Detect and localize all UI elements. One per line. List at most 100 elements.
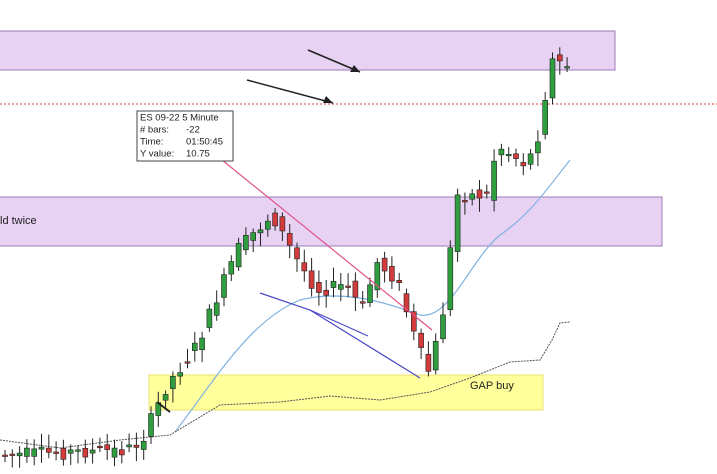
candle-body bbox=[374, 262, 381, 291]
candle-body bbox=[213, 302, 220, 316]
candle-body bbox=[498, 148, 505, 156]
gap-zone bbox=[148, 374, 544, 411]
candle-body bbox=[513, 153, 519, 159]
candle-body bbox=[2, 454, 8, 457]
measure-line bbox=[221, 159, 433, 331]
candles bbox=[2, 47, 570, 468]
candle-body bbox=[177, 372, 183, 377]
candle-body bbox=[221, 274, 227, 298]
candle-body bbox=[549, 58, 556, 99]
candle-body bbox=[542, 100, 549, 135]
candle-body bbox=[264, 220, 271, 230]
info-label: # bars: bbox=[140, 125, 169, 136]
candle-body bbox=[483, 191, 490, 194]
trend-line bbox=[309, 309, 369, 337]
candle-body bbox=[279, 216, 286, 232]
candle-body bbox=[476, 189, 483, 199]
candle-body bbox=[286, 233, 293, 246]
candle-body bbox=[410, 311, 417, 332]
zone-label: ld twice bbox=[0, 215, 37, 227]
candle-body bbox=[396, 280, 403, 283]
candle-body bbox=[535, 141, 541, 154]
candle-body bbox=[38, 446, 45, 450]
candle-body bbox=[235, 243, 242, 268]
candle-body bbox=[462, 200, 468, 203]
candle-body bbox=[184, 361, 191, 364]
candle-body bbox=[301, 262, 308, 272]
info-box bbox=[136, 110, 234, 162]
candle-body bbox=[520, 162, 527, 167]
candle-body bbox=[148, 413, 154, 437]
upper-zone bbox=[0, 30, 616, 71]
candle-body bbox=[389, 266, 395, 282]
zone-label: GAP buy bbox=[470, 380, 514, 392]
candle-body bbox=[418, 332, 424, 348]
candle-body bbox=[97, 445, 103, 449]
candle-body bbox=[352, 280, 359, 298]
candle-body bbox=[257, 229, 264, 234]
candle-body bbox=[447, 247, 454, 310]
candle-body bbox=[345, 285, 351, 288]
candle-body bbox=[126, 444, 132, 448]
arrow-head bbox=[323, 96, 333, 103]
candle-body bbox=[170, 376, 176, 389]
candle-body bbox=[250, 232, 256, 241]
info-value: 01:50:45 bbox=[186, 137, 223, 148]
candle-body bbox=[556, 54, 563, 62]
candle-body bbox=[82, 447, 89, 458]
candle-body bbox=[45, 447, 52, 453]
candle-body bbox=[192, 342, 198, 351]
candle-body bbox=[31, 448, 38, 457]
candle-body bbox=[491, 160, 497, 201]
candle-body bbox=[564, 66, 570, 69]
info-title: ES 09-22 5 Minute bbox=[140, 113, 219, 124]
arrow bbox=[307, 49, 361, 73]
arrow bbox=[156, 401, 171, 413]
info-value: -22 bbox=[186, 125, 200, 136]
candle-body bbox=[505, 154, 512, 157]
info-value: 10.75 bbox=[186, 149, 210, 160]
arrow-head bbox=[350, 65, 360, 72]
candle-body bbox=[111, 447, 118, 458]
candle-body bbox=[243, 235, 249, 251]
candle-body bbox=[323, 289, 330, 296]
candle-body bbox=[425, 353, 432, 372]
middle-zone bbox=[0, 196, 663, 247]
candle-body bbox=[140, 441, 147, 450]
candle-body bbox=[527, 153, 534, 165]
candle-body bbox=[469, 193, 476, 200]
candle-body bbox=[308, 270, 315, 289]
candle-body bbox=[60, 447, 67, 460]
candle-body bbox=[67, 449, 74, 454]
candle-body bbox=[272, 212, 278, 227]
candle-body bbox=[440, 314, 446, 340]
candle-body bbox=[75, 449, 81, 452]
candle-body bbox=[53, 451, 59, 454]
candle-body bbox=[206, 308, 213, 328]
candle-body bbox=[337, 284, 344, 290]
candle-body bbox=[454, 194, 461, 252]
arrow bbox=[246, 79, 334, 104]
candle-body bbox=[24, 447, 30, 457]
candle-body bbox=[367, 284, 373, 303]
candle-body bbox=[16, 452, 23, 457]
candle-body bbox=[403, 293, 410, 313]
candle-body bbox=[359, 301, 366, 304]
candle-body bbox=[104, 444, 110, 450]
candle-body bbox=[89, 449, 96, 454]
candle-body bbox=[162, 394, 169, 401]
candle-body bbox=[316, 282, 322, 293]
candle-body bbox=[432, 341, 439, 371]
candle-body bbox=[9, 453, 16, 456]
vwap-line bbox=[0, 321, 571, 449]
candle-body bbox=[381, 257, 388, 272]
info-label: Y value: bbox=[140, 149, 174, 160]
candle-body bbox=[133, 444, 140, 448]
candle-body bbox=[228, 261, 235, 275]
candle-body bbox=[119, 449, 125, 456]
candle-body bbox=[199, 337, 205, 351]
candle-body bbox=[330, 281, 337, 288]
info-label: Time: bbox=[140, 137, 163, 148]
candle-body bbox=[294, 247, 300, 260]
